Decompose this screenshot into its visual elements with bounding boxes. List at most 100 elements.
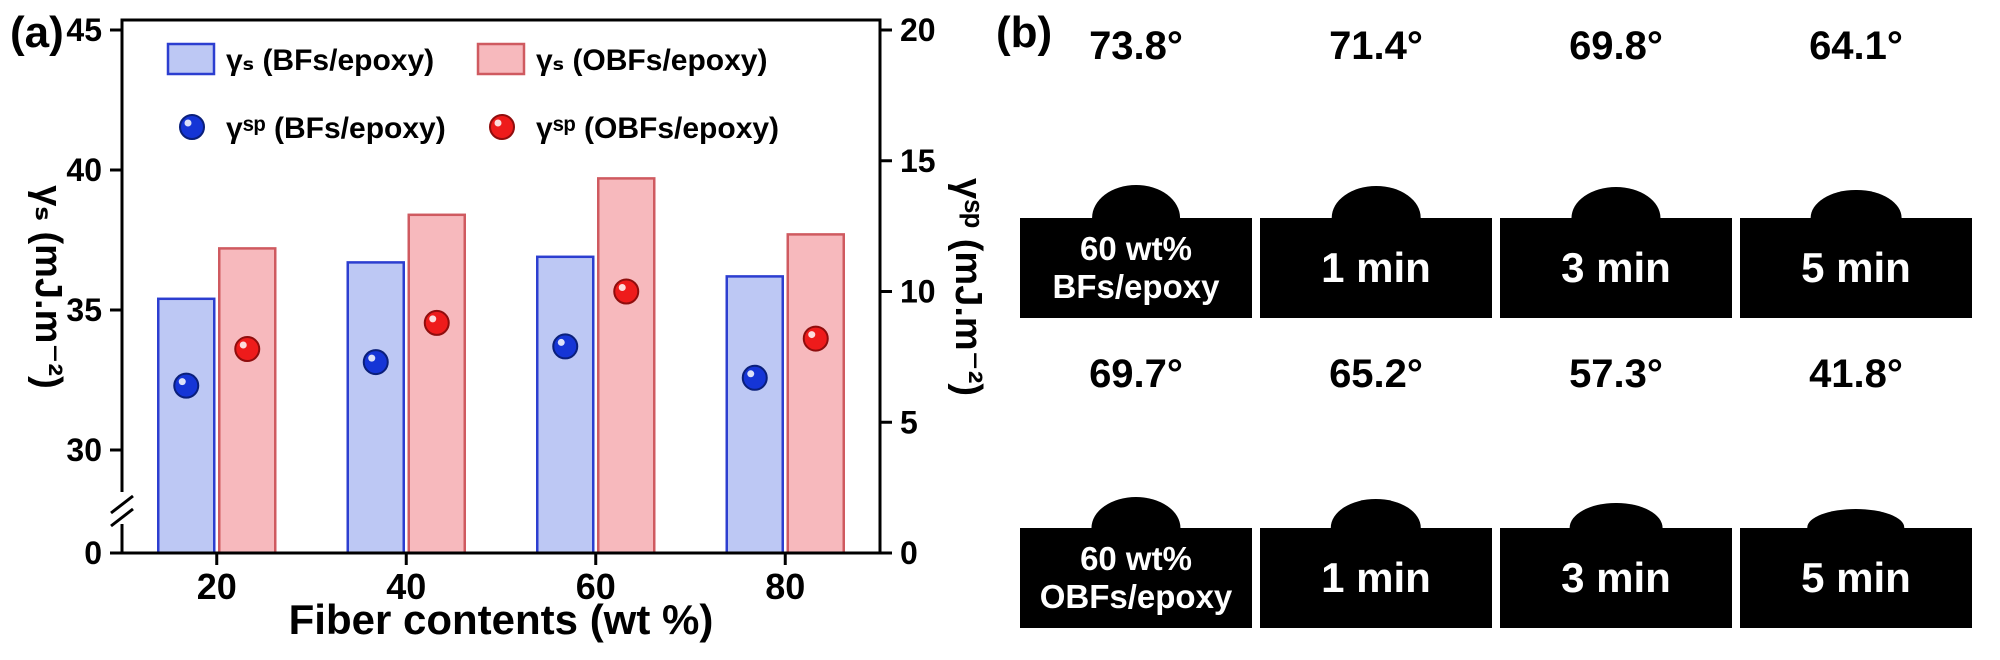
water-droplet-icon — [1331, 186, 1421, 218]
contact-angle-sample: 41.8° 5 min — [1740, 342, 1972, 628]
legend-label: γˢᵖ (OBFs/epoxy) — [536, 112, 779, 145]
contact-angle-value: 64.1° — [1809, 23, 1903, 68]
legend-marker-highlight — [494, 119, 502, 127]
left-tick-label: 0 — [84, 535, 102, 571]
droplet-image: 60 wt% OBFs/epoxy — [1020, 406, 1252, 628]
bar — [597, 177, 656, 555]
data-point — [741, 364, 768, 391]
sample-surface: 60 wt% OBFs/epoxy — [1020, 528, 1252, 628]
data-point-highlight — [808, 331, 816, 339]
x-tick-label: 20 — [197, 566, 237, 607]
water-droplet-icon — [1091, 496, 1181, 528]
data-point — [423, 309, 450, 336]
contact-angle-value: 57.3° — [1569, 351, 1663, 396]
x-tick-label: 40 — [386, 566, 426, 607]
contact-angle-value: 41.8° — [1809, 351, 1903, 396]
data-point-highlight — [178, 378, 186, 386]
data-point — [362, 349, 389, 376]
legend-marker-highlight — [184, 119, 192, 127]
sample-surface: 60 wt% BFs/epoxy — [1020, 218, 1252, 318]
data-point — [613, 278, 640, 305]
data-point-highlight — [557, 338, 565, 346]
right-tick-label: 10 — [900, 274, 936, 310]
water-droplet-icon — [1330, 499, 1422, 528]
contact-angle-value: 65.2° — [1329, 351, 1423, 396]
contact-angle-row-bfs: 73.8° 60 wt% BFs/epoxy 71.4° 1 min — [990, 14, 2000, 318]
sample-caption: 3 min — [1561, 553, 1671, 601]
panel-a: (a) 0 30 35 40 45 0 5 10 15 20 20 40 60 80 γₛ (mJ.m⁻²)… — [0, 0, 985, 660]
contact-angle-sample: 69.7° 60 wt% OBFs/epoxy — [1020, 342, 1252, 628]
surface-energy-chart: 0 30 35 40 45 0 5 10 15 20 20 40 60 80 γₛ (mJ.m⁻²) γˢᵖ … — [27, 12, 985, 643]
x-tick-label: 80 — [765, 566, 805, 607]
bar — [157, 297, 216, 555]
contact-angle-value: 69.7° — [1089, 351, 1183, 396]
bar — [346, 261, 405, 555]
right-tick-label: 15 — [900, 143, 936, 179]
sample-surface: 5 min — [1740, 528, 1972, 628]
data-point-highlight — [239, 341, 247, 349]
droplet-image: 3 min — [1500, 78, 1732, 318]
droplet-image: 3 min — [1500, 406, 1732, 628]
sample-caption: 60 wt% OBFs/epoxy — [1039, 540, 1233, 615]
legend-label: γˢᵖ (BFs/epoxy) — [226, 112, 446, 145]
water-droplet-icon — [1092, 185, 1180, 218]
left-tick-label: 40 — [66, 152, 102, 188]
left-tick-label: 30 — [66, 432, 102, 468]
x-tick-label: 60 — [576, 566, 616, 607]
contact-angle-value: 73.8° — [1089, 23, 1183, 68]
droplet-image: 1 min — [1260, 406, 1492, 628]
data-point — [173, 372, 200, 399]
bar — [407, 213, 466, 555]
left-tick-label: 45 — [66, 12, 102, 48]
contact-angle-sample: 69.8° 3 min — [1500, 14, 1732, 318]
bar — [536, 255, 595, 555]
panel-b-label: (b) — [996, 8, 1053, 57]
contact-angle-row-obfs: 69.7° 60 wt% OBFs/epoxy 65.2° 1 min — [990, 342, 2000, 628]
data-point-highlight — [747, 370, 755, 378]
data-point — [552, 333, 579, 360]
bar — [786, 233, 845, 555]
legend-label: γₛ (OBFs/epoxy) — [536, 44, 767, 77]
plot-border — [120, 18, 882, 555]
contact-angle-sample: 57.3° 3 min — [1500, 342, 1732, 628]
legend-marker-obfs-point — [489, 114, 515, 140]
x-axis-title: Fiber contents (wt %) — [289, 596, 714, 643]
right-tick-label: 20 — [900, 12, 936, 48]
bar — [725, 275, 784, 555]
right-axis-title: γˢᵖ (mJ.m⁻²) — [947, 178, 985, 396]
sample-surface: 1 min — [1260, 218, 1492, 318]
droplet-image: 60 wt% BFs/epoxy — [1020, 78, 1252, 318]
legend-label: γₛ (BFs/epoxy) — [226, 44, 434, 77]
data-point — [234, 336, 261, 363]
droplet-image: 5 min — [1740, 406, 1972, 628]
droplet-image: 5 min — [1740, 78, 1972, 318]
bar — [218, 247, 277, 555]
contact-angle-value: 71.4° — [1329, 23, 1423, 68]
axis-break-mark — [110, 507, 134, 528]
sample-surface: 5 min — [1740, 218, 1972, 318]
contact-angle-sample: 71.4° 1 min — [1260, 14, 1492, 318]
sample-surface: 3 min — [1500, 528, 1732, 628]
sample-caption: 1 min — [1321, 243, 1431, 291]
water-droplet-icon — [1810, 189, 1902, 218]
panel-a-label: (a) — [10, 8, 64, 57]
water-droplet-icon — [1569, 502, 1663, 528]
sample-caption: 60 wt% BFs/epoxy — [1052, 230, 1220, 305]
panel-b: (b) 73.8° 60 wt% BFs/epoxy 71.4° 1 min — [990, 0, 2000, 660]
right-tick-label: 0 — [900, 535, 918, 571]
contact-angle-sample: 65.2° 1 min — [1260, 342, 1492, 628]
contact-angle-value: 69.8° — [1569, 23, 1663, 68]
sample-caption: 1 min — [1321, 553, 1431, 601]
data-point — [802, 325, 829, 352]
contact-angle-sample: 64.1° 5 min — [1740, 14, 1972, 318]
right-tick-label: 5 — [900, 404, 918, 440]
water-droplet-icon — [1807, 509, 1905, 528]
legend-swatch-bfs-bar — [166, 42, 216, 76]
sample-caption: 5 min — [1801, 553, 1911, 601]
left-tick-label: 35 — [66, 292, 102, 328]
legend-marker-bfs-point — [179, 114, 205, 140]
data-point-highlight — [618, 284, 626, 291]
droplet-image: 1 min — [1260, 78, 1492, 318]
sample-surface: 3 min — [1500, 218, 1732, 318]
